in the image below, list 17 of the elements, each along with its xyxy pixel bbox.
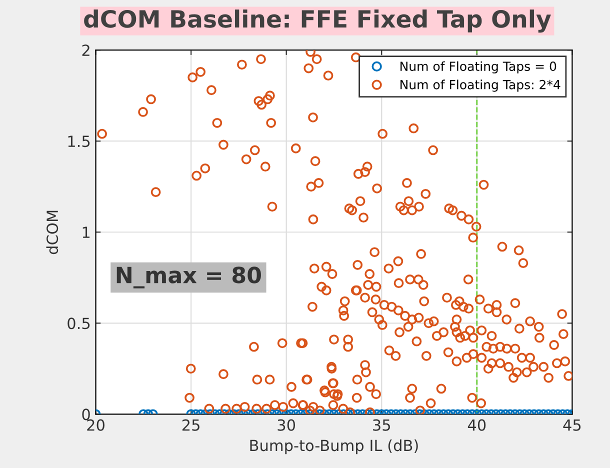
- chart-title: dCOM Baseline: FFE Fixed Tap Only: [84, 10, 551, 33]
- x-tick-label: 45: [563, 420, 581, 431]
- y-tick-label: 1.5: [68, 136, 90, 148]
- y-tick-label: 0: [82, 408, 90, 420]
- legend-label: Num of Floating Taps: 2*4: [400, 80, 560, 92]
- y-tick-label: 0.5: [68, 318, 90, 330]
- y-tick-label: 1: [82, 226, 90, 238]
- x-tick-label: 25: [182, 419, 200, 431]
- x-tick-label: 35: [373, 419, 390, 431]
- x-tick-label: 30: [278, 419, 296, 431]
- x-axis-title: Bump-to-Bump IL (dB): [250, 439, 418, 454]
- annotation: N_max = 80: [116, 266, 261, 288]
- x-tick-label: 40: [468, 419, 486, 431]
- y-axis-title: dCOM: [46, 210, 58, 254]
- y-tick-label: 2: [82, 44, 90, 56]
- legend-label: Num of Floating Taps = 0: [400, 61, 556, 74]
- x-tick-label: 20: [87, 419, 104, 431]
